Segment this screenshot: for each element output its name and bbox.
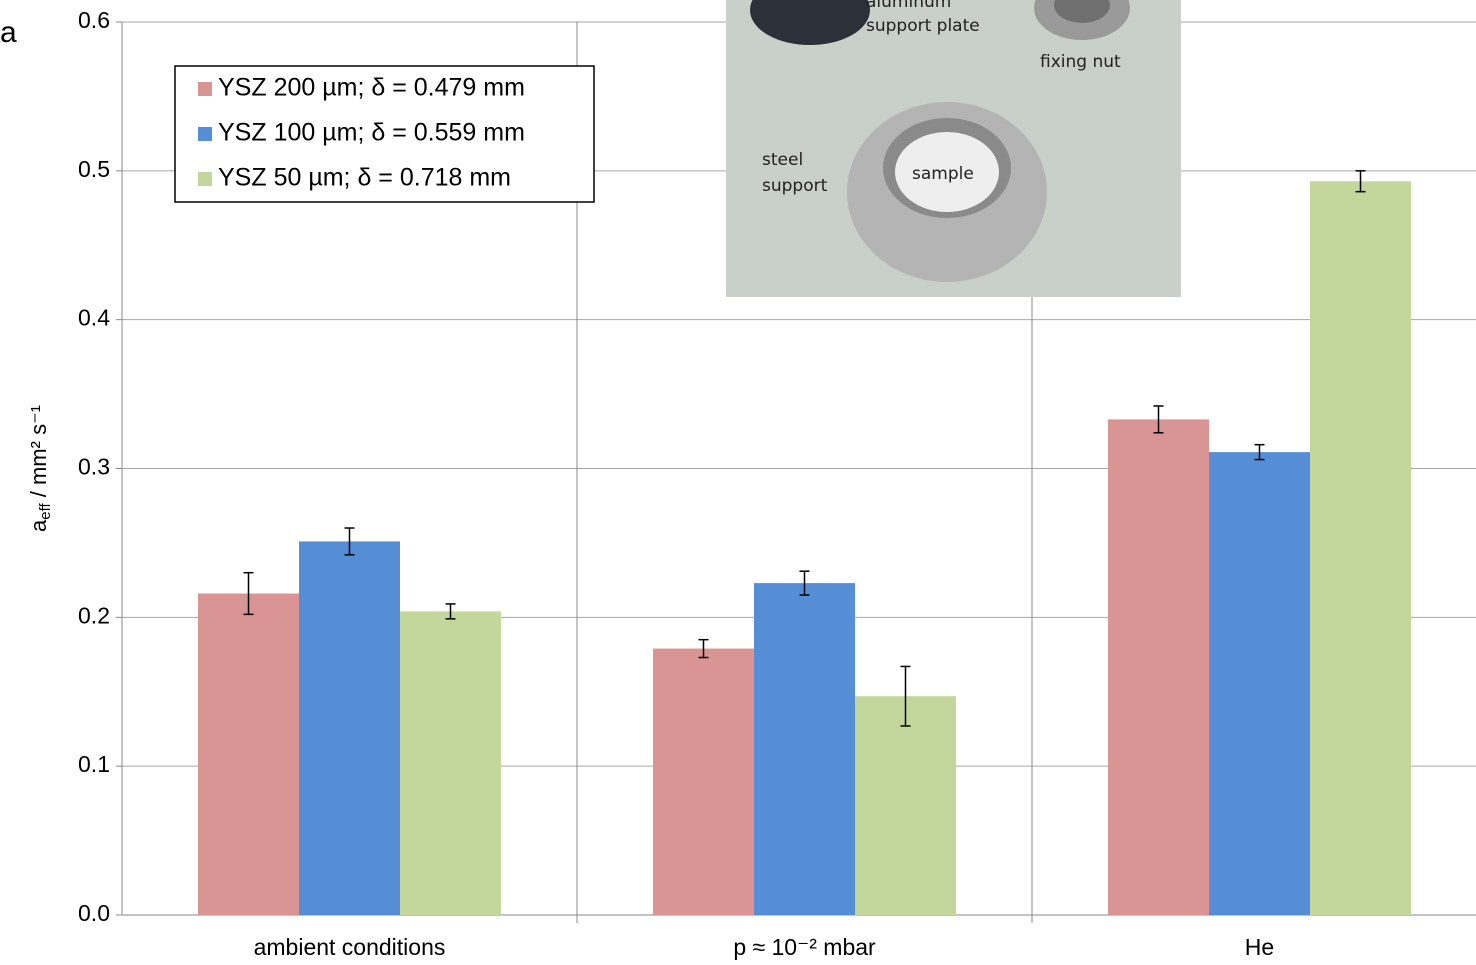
bar bbox=[1310, 181, 1411, 915]
bar bbox=[855, 696, 956, 915]
legend-label: YSZ 200 µm; δ = 0.479 mm bbox=[218, 74, 525, 102]
y-tick-label: 0.0 bbox=[78, 900, 110, 926]
bar bbox=[198, 594, 299, 915]
chart: a 0.00.10.20.30.40.50.6aeff / mm² s⁻¹amb… bbox=[0, 0, 1476, 965]
panel-label: a bbox=[0, 16, 17, 49]
bar bbox=[299, 541, 400, 915]
x-tick-label: p ≈ 10⁻² mbar bbox=[733, 934, 876, 960]
legend-swatch bbox=[198, 127, 212, 141]
inset-label: aluminum bbox=[866, 0, 951, 12]
inset-label: steel bbox=[762, 150, 803, 170]
bar bbox=[400, 611, 501, 915]
y-axis-label: aeff / mm² s⁻¹ bbox=[26, 405, 54, 532]
y-tick-label: 0.1 bbox=[78, 751, 110, 777]
y-tick-label: 0.3 bbox=[78, 454, 110, 480]
x-tick-label: ambient conditions bbox=[254, 934, 446, 960]
y-tick-label: 0.4 bbox=[78, 305, 110, 331]
legend-label: YSZ 50 µm; δ = 0.718 mm bbox=[218, 164, 511, 192]
legend-swatch bbox=[198, 82, 212, 96]
y-label-part: a bbox=[26, 519, 51, 532]
inset-label: support plate bbox=[866, 16, 980, 36]
bar bbox=[754, 583, 855, 915]
inset-photo: aluminum support plate fixing nut steel … bbox=[726, 0, 1181, 297]
inset-label: fixing nut bbox=[1040, 52, 1121, 72]
x-tick-label: He bbox=[1245, 934, 1274, 960]
legend-label: YSZ 100 µm; δ = 0.559 mm bbox=[218, 119, 525, 147]
inset-label: support bbox=[762, 176, 828, 196]
y-tick-label: 0.5 bbox=[78, 156, 110, 182]
legend-swatch bbox=[198, 172, 212, 186]
y-tick-label: 0.6 bbox=[78, 7, 110, 33]
bar bbox=[1209, 452, 1310, 915]
y-tick-label: 0.2 bbox=[78, 602, 110, 628]
inset-label: sample bbox=[912, 164, 974, 184]
legend: YSZ 200 µm; δ = 0.479 mm YSZ 100 µm; δ = … bbox=[175, 66, 594, 202]
bar bbox=[1108, 419, 1209, 915]
y-label-part: eff bbox=[37, 503, 54, 520]
bar bbox=[653, 649, 754, 915]
y-label-part: / mm² s⁻¹ bbox=[26, 405, 51, 503]
